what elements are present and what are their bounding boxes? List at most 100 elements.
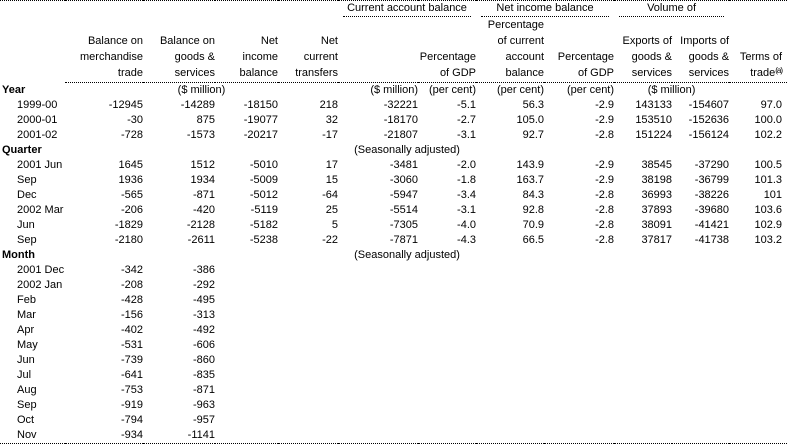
value-cell: -64 [322,189,338,201]
value-cell [544,368,614,383]
period-cell: 2001-02 [17,129,58,141]
spanner-net-income-balance: Net income balance [476,1,614,17]
value-cell: -39680 [694,204,730,216]
value-cell: 143.9 [516,159,545,171]
value-cell: 17 [325,159,338,171]
value-cell [215,308,278,323]
value-cell: -21807 [383,129,418,141]
value-cell: -38226 [694,189,730,201]
value-cell [729,338,787,353]
value-cell [476,383,544,398]
period-cell: Jun [17,354,35,366]
value-cell: -3481 [389,159,418,171]
units-note [729,83,787,99]
units-note: ($ million) [647,84,696,96]
value-cell: 143133 [635,99,673,111]
value-cell [476,338,544,353]
value-cell [614,263,672,278]
value-cell: 25 [325,204,338,216]
value-cell: 163.7 [516,174,545,186]
value-cell [614,308,672,323]
value-cell: 38091 [641,219,673,231]
period-cell: 2001 Dec [17,264,65,276]
value-cell [544,338,614,353]
value-cell [338,278,418,293]
value-cell: 153510 [635,114,673,126]
value-cell: -728 [120,129,143,141]
value-cell [672,353,729,368]
value-cell [338,398,418,413]
value-cell: -2.8 [595,189,615,201]
value-cell: -919 [120,399,143,411]
value-cell [338,413,418,428]
value-cell: -7871 [389,234,418,246]
value-cell: -2.8 [595,204,615,216]
value-cell: -2.0 [457,159,477,171]
value-cell: -292 [192,279,215,291]
value-cell [215,263,278,278]
table-row: Sep 1936 1934 -5009 15 -3060 -1.8 163.7 -2.9 3819… [0,173,787,188]
value-cell: 151224 [635,129,673,141]
table-row: Apr -402 -492 [0,323,787,338]
value-cell [215,338,278,353]
value-cell: -3.4 [457,189,477,201]
value-cell: 105.0 [516,114,545,126]
value-cell: -2.8 [595,219,615,231]
value-cell: -2611 [187,234,215,246]
spanner-volume-of: Volume of [614,1,729,17]
column-header-net-current-transfers: Net current transfers [278,17,338,83]
value-cell: -206 [120,204,143,216]
table-row: 2002 Jan -208 -292 [0,278,787,293]
section-label: Quarter [2,144,42,156]
table-body: Year ($ million) ($ million) (per cent) (per… [0,83,787,444]
value-cell: 66.5 [522,234,545,246]
column-header-nib-percentage-of-gdp: Percentage of GDP [544,17,615,83]
value-cell: 103.6 [754,204,783,216]
value-cell [338,263,418,278]
value-cell: -860 [192,354,215,366]
units-note [476,248,787,263]
table-row: Sep -2180 -2611 -5238 -22 -7871 -4.3 66.5 -2.8 37… [0,233,787,248]
value-cell: -19077 [243,114,278,126]
value-cell: -18150 [243,99,278,111]
value-cell: -156124 [688,129,730,141]
value-cell: -2.7 [457,114,477,126]
value-cell: -1573 [186,129,215,141]
units-note [65,248,338,263]
spanner-label: Volume of [619,1,725,17]
value-cell: -3.1 [457,129,477,141]
value-cell: -531 [120,339,143,351]
value-cell [418,353,476,368]
table-row: 2001 Jun 1645 1512 -5010 17 -3481 -2.0 143.9 -2.… [0,158,787,173]
value-cell [614,323,672,338]
value-cell [672,323,729,338]
value-cell: 218 [319,99,338,111]
value-cell: 101 [763,189,783,201]
value-cell: 36993 [641,189,673,201]
value-cell [278,293,338,308]
value-cell: -22 [322,234,338,246]
spanner-current-account-balance: Current account balance [338,1,476,17]
value-cell: -794 [120,414,143,426]
value-cell [672,338,729,353]
value-cell [729,293,787,308]
value-cell [729,323,787,338]
table-row: May -531 -606 [0,338,787,353]
period-cell: 2002 Jan [17,279,63,291]
value-cell: -30 [127,114,143,126]
value-cell: 1934 [190,174,215,186]
period-cell: 1999-00 [17,99,58,111]
value-cell: -36799 [694,174,730,186]
value-cell: -5119 [250,204,278,216]
value-cell [418,263,476,278]
value-cell: 1936 [118,174,143,186]
value-cell: -41738 [694,234,730,246]
period-cell: Sep [17,399,37,411]
value-cell: -156 [120,309,143,321]
value-cell: -5010 [249,159,278,171]
value-cell: -2.9 [595,159,615,171]
value-cell [338,368,418,383]
value-cell [278,383,338,398]
value-cell [338,308,418,323]
